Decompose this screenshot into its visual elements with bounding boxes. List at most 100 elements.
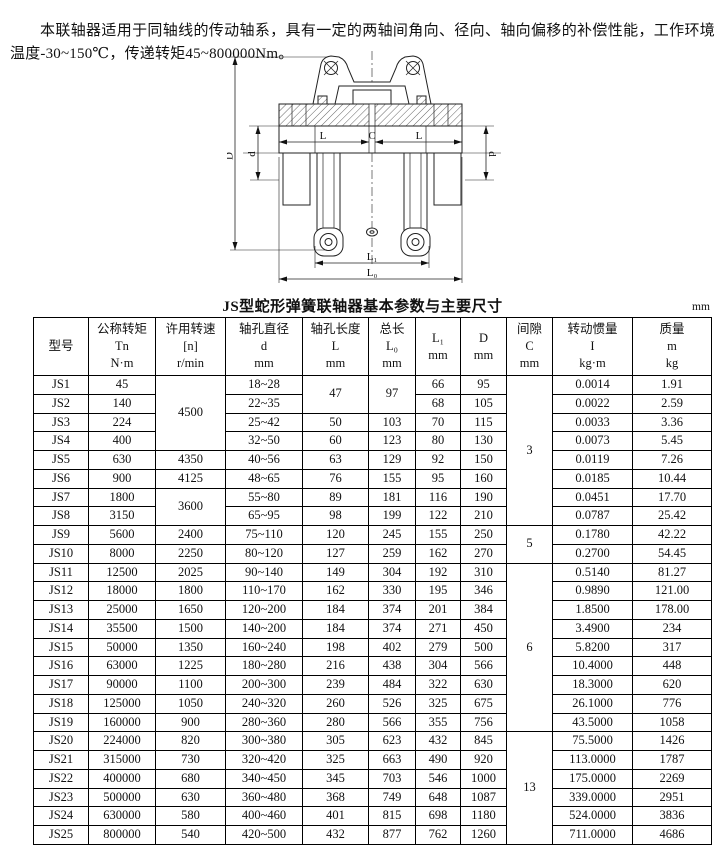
table-cell: 3150 [88, 506, 156, 526]
table-cell: JS13 [33, 600, 89, 620]
table-cell: 25~42 [225, 412, 303, 433]
table-cell: 65~95 [225, 506, 303, 526]
table-cell: 90~140 [225, 562, 303, 583]
table-cell: 1800 [155, 581, 226, 601]
right-foot [400, 227, 431, 257]
right-key [416, 95, 427, 105]
table-cell: 103 [368, 412, 416, 433]
table-cell: 315000 [88, 750, 156, 770]
table-cell: 175.0000 [552, 768, 633, 789]
table-cell: 1260 [460, 825, 507, 845]
table-cell: 0.2700 [552, 543, 633, 564]
table-cell: 776 [632, 693, 712, 714]
table-cell: 17.70 [632, 487, 712, 508]
table-cell: 12500 [88, 562, 156, 583]
table-cell: 3836 [632, 806, 712, 826]
table-cell: 1650 [155, 600, 226, 620]
table-cell: 270 [460, 543, 507, 564]
table-cell: 121.00 [632, 581, 712, 601]
table-cell: 2400 [155, 525, 226, 545]
table-cell: 224 [88, 412, 156, 433]
column-header: 轴孔直径 d mm [225, 317, 303, 376]
left-sleeve [282, 152, 311, 206]
table-cell: 2269 [632, 768, 712, 789]
table-cell: 125000 [88, 693, 156, 714]
table-cell: 304 [415, 656, 461, 676]
table-cell: 1225 [155, 656, 226, 676]
table-cell: 330 [368, 581, 416, 601]
table-cell: 630 [460, 675, 507, 695]
table-cell: 181 [368, 487, 416, 508]
table-row: JS10 8000 2250 80~120 127 259 162 270 0.2700 54.4… [33, 543, 712, 564]
table-cell: 55~80 [225, 487, 303, 508]
table-cell: 1426 [632, 731, 712, 751]
table-title: JS型蛇形弹簧联轴器基本参数与主要尺寸 [222, 299, 503, 315]
table-cell: 4500 [155, 375, 226, 451]
dim-label-L1: L₁ [367, 251, 378, 263]
table-row: JS13 25000 1650 120~200 184 374 201 384 1.8500 17… [33, 600, 712, 620]
table-cell: 322 [415, 675, 461, 695]
left-key [317, 95, 328, 105]
table-cell: 340~450 [225, 768, 303, 789]
dim-label-D: D [227, 152, 236, 160]
table-cell: 580 [155, 806, 226, 826]
table-cell: 210 [460, 506, 507, 526]
table-cell: 130 [460, 431, 507, 451]
table-cell: 48~65 [225, 468, 303, 489]
table-cell: 110~170 [225, 581, 303, 601]
table-cell: JS7 [33, 487, 89, 508]
table-cell: JS17 [33, 675, 89, 695]
table-cell: 0.5140 [552, 562, 633, 583]
table-row: JS2 140 22~35 68 105 0.0022 2.59 [33, 393, 712, 414]
table-row: JS6 900 4125 48~65 76 155 95 160 0.0185 10.44 [33, 468, 712, 489]
table-cell: 25.42 [632, 506, 712, 526]
table-row: JS16 63000 1225 180~280 216 438 304 566 10.4000 4… [33, 656, 712, 676]
table-row: JS11 12500 2025 90~140 149 304 192 310 6 0.5140 81… [33, 562, 712, 733]
table-cell: 5 [506, 525, 553, 564]
table-cell: 160000 [88, 712, 156, 733]
table-cell: 54.45 [632, 543, 712, 564]
table-cell: 877 [368, 825, 416, 845]
table-cell: 0.0022 [552, 393, 633, 414]
column-header: 总长 L₀ mm [368, 317, 416, 376]
table-cell: 26.1000 [552, 693, 633, 714]
table-cell: 566 [368, 712, 416, 733]
column-header: 质量 m kg [632, 317, 712, 376]
table-cell: 820 [155, 731, 226, 751]
table-row: JS3 224 25~42 50 103 70 115 0.0033 3.36 [33, 412, 712, 433]
table-cell: 68 [415, 393, 461, 414]
table-cell: 0.1780 [552, 525, 633, 545]
right-lug-bolt-icon [405, 60, 421, 76]
table-cell: 374 [368, 600, 416, 620]
table-cell: 310 [460, 562, 507, 583]
column-header: L₁ mm [415, 317, 461, 376]
table-cell: 162 [302, 581, 369, 601]
table-cell: JS6 [33, 468, 89, 489]
table-cell: JS5 [33, 450, 89, 470]
table-cell: 113.0000 [552, 750, 633, 770]
table-cell: 140 [88, 393, 156, 414]
table-cell: 42.22 [632, 525, 712, 545]
table-cell: 4125 [155, 468, 226, 489]
table-cell: 63 [302, 450, 369, 470]
table-cell: 43.5000 [552, 712, 633, 733]
table-cell: 160~240 [225, 637, 303, 658]
table-cell: JS16 [33, 656, 89, 676]
table-row: JS18 125000 1050 240~320 260 526 325 675 26.1000… [33, 693, 712, 714]
table-cell: 355 [415, 712, 461, 733]
table-cell: 0.0073 [552, 431, 633, 451]
table-cell: 1058 [632, 712, 712, 733]
table-cell: 305 [302, 731, 369, 751]
unit-label: mm [692, 301, 710, 313]
cover-inner-detail [352, 89, 392, 105]
table-cell: 199 [368, 506, 416, 526]
table-cell: 3.4900 [552, 618, 633, 639]
table-cell: 22~35 [225, 393, 303, 414]
table-cell: 900 [88, 468, 156, 489]
table-cell: 234 [632, 618, 712, 639]
table-body: JS1 45 4500 18~28 47 97 66 95 3 0.0014 1.91 JS2 140 2… [33, 375, 712, 845]
table-cell: 1100 [155, 675, 226, 695]
table-cell: 280 [302, 712, 369, 733]
